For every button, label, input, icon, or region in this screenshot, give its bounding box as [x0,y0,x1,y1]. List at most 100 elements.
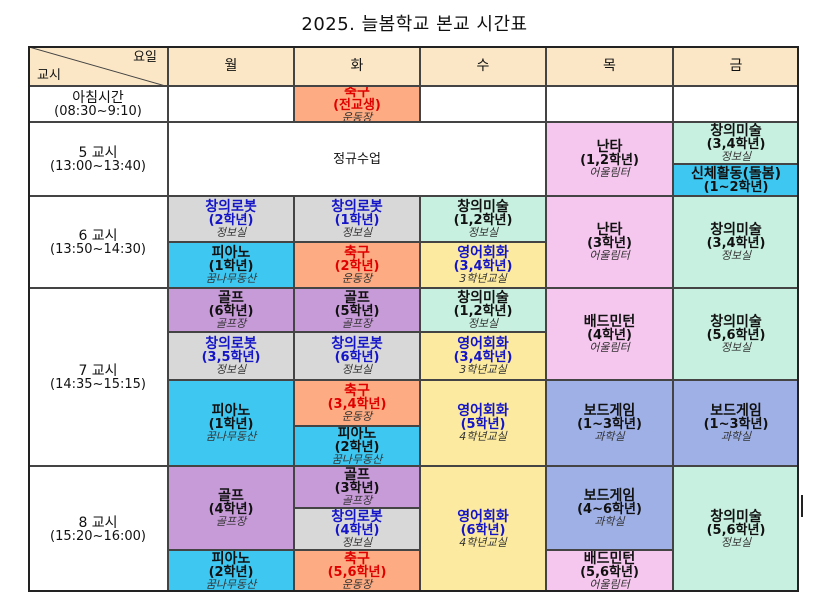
day-header-label: 수 [476,58,490,74]
activity-name: 축구 [344,551,370,567]
activity-name: 난타 [596,222,623,238]
activity-name: 피아노 [211,551,251,567]
day-header-label: 목 [603,58,616,74]
activity-grade: (1학년) [208,259,254,274]
activity-name: 창의미술 [457,290,509,306]
activity-name: 창의미술 [710,123,762,139]
activity-grade: (5,6학년) [580,565,639,580]
activity-grade: (4학년) [587,328,632,343]
activity-location: 정보실 [467,317,499,330]
p6-fri-creative-art: 창의미술 (3,4학년) 정보실 [673,196,799,288]
period-time: (13:50~14:30) [50,241,146,257]
activity-grade: (5,6학년) [706,328,766,343]
activity-grade: (4~6학년) [577,502,642,517]
activity-name: 창의로봇 [331,336,383,352]
activity-grade: (1~3학년) [577,417,642,432]
activity-name: 축구 [344,383,370,399]
corner-label-period: 교시 [37,68,61,83]
activity-name: 영어회화 [457,509,509,525]
activity-name: 신체활동(돌봄) [690,165,782,182]
p6-wed-english: 영어회화 (3,4학년) 3학년교실 [420,242,546,288]
period-name: 8 교시 [78,514,118,531]
p8-tue-soccer: 축구 (5,6학년) 운동장 [294,550,420,592]
activity-grade: (3,4학년) [453,259,513,274]
activity-location: 골프장 [341,494,373,507]
activity-grade: (3,4학년) [706,137,766,152]
p7-thu-boardgame: 보드게임 (1~3학년) 과학실 [546,380,673,466]
activity-grade: (3학년) [587,236,632,251]
activity-location: 정보실 [215,363,247,376]
activity-location: 운동장 [341,272,373,285]
page-title: 2025. 늘봄학교 본교 시간표 [301,14,528,35]
activity-location: 정보실 [720,150,752,163]
header-corner: 요일 교시 [28,46,168,86]
activity-name: 피아노 [337,426,377,442]
activity-name: 영어회화 [457,336,509,352]
activity-location: 정보실 [467,226,499,239]
activity-name: 창의로봇 [205,336,257,352]
activity-location: 정보실 [341,536,373,549]
activity-grade: (1학년) [208,417,254,432]
period-label: 8 교시 (15:20~16:00) [28,466,168,592]
activity-grade: (1~3학년) [703,417,769,432]
p5-fri-physical: 신체활동(돌봄) (1~2학년) [673,164,799,196]
period-name: 5 교시 [78,144,118,161]
activity-location: 정보실 [720,536,752,549]
activity-location: 3학년교실 [459,363,507,376]
activity-grade: (3,5학년) [201,350,261,365]
p8-fri-creative-art: 창의미술 (5,6학년) 정보실 [673,466,799,592]
period-time: (13:00~13:40) [50,158,146,174]
activity-name: 배드민턴 [583,551,636,567]
morning-tue-soccer: 축구 (전교생) 운동장 [294,86,420,122]
activity-name: 창의미술 [457,199,509,215]
p7-mon-robot: 창의로봇 (3,5학년) 정보실 [168,332,294,380]
activity-name: 창의미술 [710,509,762,525]
period-name: 7 교시 [78,362,118,379]
p8-mon-golf: 골프 (4학년) 골프장 [168,466,294,550]
day-header-label: 화 [350,58,364,74]
p7-tue-golf: 골프 (5학년) 골프장 [294,288,420,332]
activity-grade: (6학년) [460,523,506,538]
activity-grade: (2학년) [334,440,380,455]
p8-thu-badminton: 배드민턴 (5,6학년) 어울림터 [546,550,673,592]
activity-location: 과학실 [594,515,625,528]
activity-grade: (5학년) [460,417,506,432]
activity-location: 어울림터 [589,341,630,354]
activity-grade: (1,2학년) [453,213,513,228]
activity-location: 4학년교실 [459,536,507,549]
activity-name: 창의로봇 [331,509,383,525]
activity-location: 3학년교실 [459,272,507,285]
p8-wed-english: 영어회화 (6학년) 4학년교실 [420,466,546,592]
p5-regular-class: 정규수업 [168,122,546,196]
period-label: 7 교시 (14:35~15:15) [28,288,168,466]
activity-location: 과학실 [720,430,752,443]
activity-name: 골프 [344,290,370,306]
p7-wed-creative-art: 창의미술 (1,2학년) 정보실 [420,288,546,332]
p6-mon-piano: 피아노 (1학년) 꿈나무동산 [168,242,294,288]
p7-fri-boardgame: 보드게임 (1~3학년) 과학실 [673,380,799,466]
activity-grade: (2학년) [208,213,254,228]
activity-location: 꿈나무동산 [205,578,257,591]
activity-location: 꿈나무동산 [205,430,257,443]
activity-grade: (4학년) [208,502,254,517]
p7-fri-creative-art: 창의미술 (5,6학년) 정보실 [673,288,799,380]
activity-name: 피아노 [211,403,251,419]
activity-location: 운동장 [341,410,373,423]
period-name: 6 교시 [78,227,118,244]
activity-name: 창의로봇 [205,199,257,215]
activity-grade: (1,2학년) [580,153,639,168]
activity-location: 골프장 [341,317,373,330]
day-header: 월 [168,46,294,86]
p7-wed-english-2: 영어회화 (5학년) 4학년교실 [420,380,546,466]
activity-name: 축구 [344,245,370,261]
empty-cell [673,86,799,122]
activity-name: 배드민턴 [583,314,636,330]
p6-thu-nanta: 난타 (3학년) 어울림터 [546,196,673,288]
activity-location: 정보실 [720,249,752,262]
activity-grade: (6학년) [208,304,254,319]
activity-location: 과학실 [594,430,625,443]
period-label: 5 교시 (13:00~13:40) [28,122,168,196]
activity-name: 골프 [344,467,370,483]
activity-location: 4학년교실 [459,430,507,443]
